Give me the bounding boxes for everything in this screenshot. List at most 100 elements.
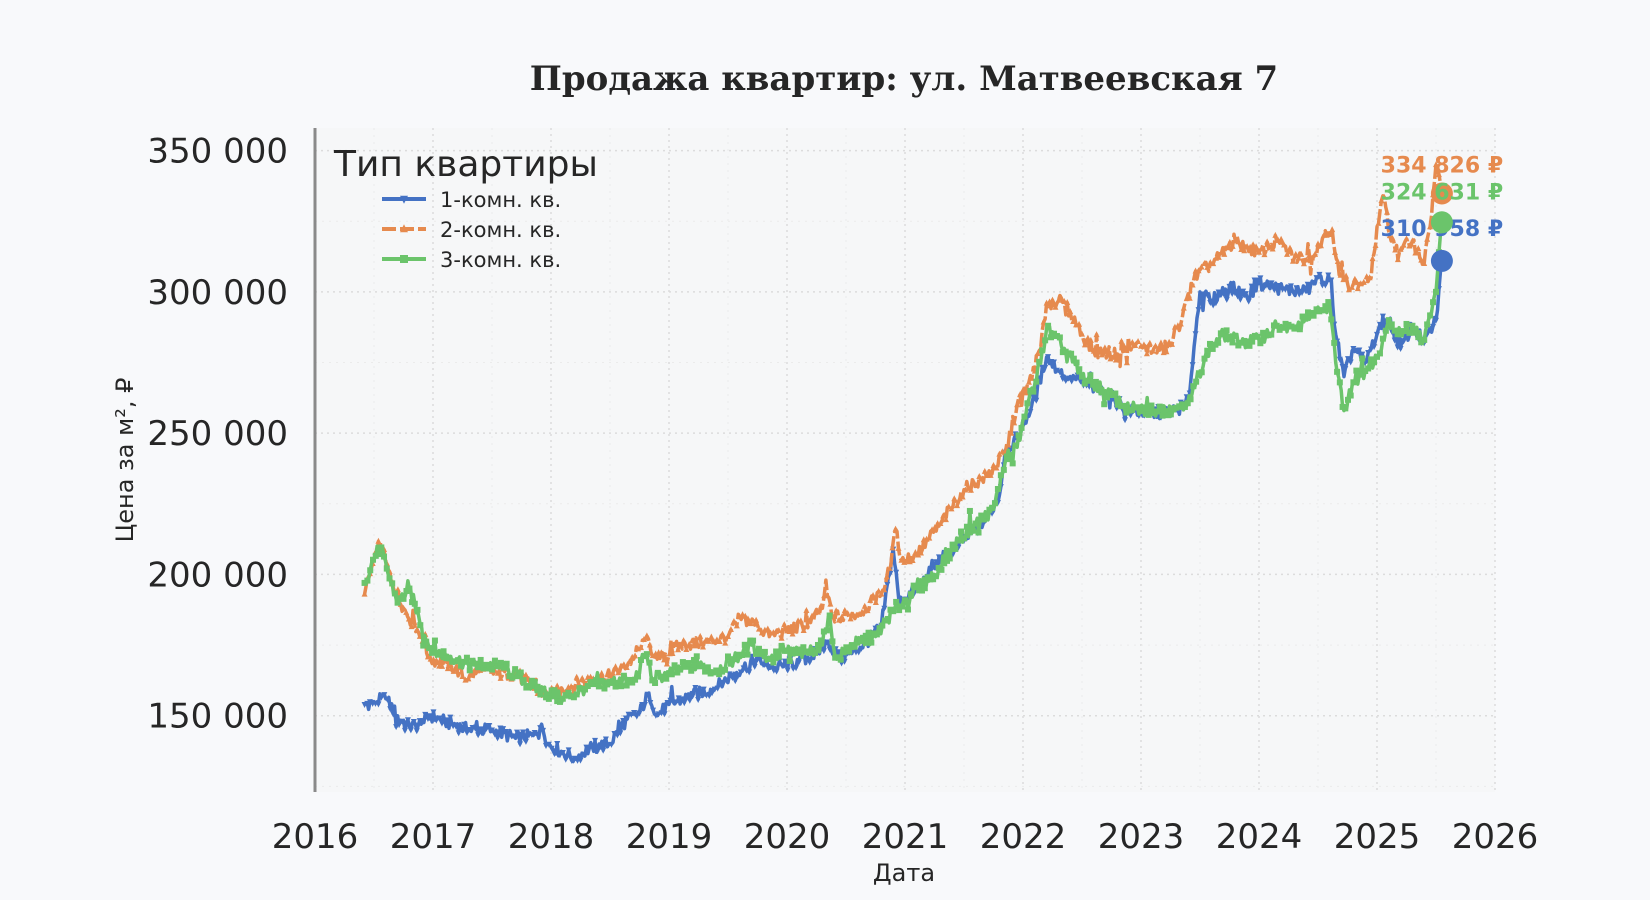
- series-point: [1087, 372, 1094, 379]
- series-point: [956, 495, 963, 502]
- series-point: [1286, 244, 1293, 251]
- series-point: [913, 584, 920, 591]
- series-point: [494, 663, 501, 670]
- series-point: [773, 648, 780, 655]
- series-point: [1146, 339, 1153, 346]
- series-point: [858, 608, 865, 615]
- series-point: [1403, 235, 1410, 242]
- series-point: [387, 706, 394, 713]
- series-point: [937, 519, 944, 526]
- series-point: [1187, 396, 1194, 403]
- series-point: [1261, 251, 1268, 258]
- series-point: [1351, 275, 1358, 282]
- series-point: [933, 559, 940, 566]
- series-point: [755, 645, 762, 652]
- series-point: [1242, 291, 1249, 298]
- series-point: [827, 600, 834, 607]
- series-point: [1273, 322, 1280, 329]
- series-point: [396, 722, 403, 729]
- series-point: [1223, 296, 1230, 303]
- series-point: [1424, 235, 1431, 242]
- series-point: [909, 556, 916, 563]
- series-point: [1135, 338, 1142, 345]
- series-point: [1412, 249, 1419, 256]
- series-point: [1384, 208, 1391, 215]
- series-point: [753, 616, 760, 623]
- series-point: [417, 622, 424, 629]
- x-tick-label: 2025: [1334, 817, 1421, 857]
- series-point: [509, 674, 516, 681]
- series-point: [1301, 285, 1308, 292]
- series-point: [1092, 378, 1099, 385]
- series-point: [812, 649, 819, 656]
- series-point: [915, 551, 922, 558]
- series-point: [378, 544, 385, 551]
- series-point: [972, 520, 979, 527]
- series-point: [364, 577, 371, 584]
- series-point: [865, 629, 872, 636]
- series-point: [694, 642, 701, 649]
- series-point: [966, 507, 973, 514]
- series-point: [433, 656, 440, 663]
- series-point: [800, 627, 807, 634]
- series-point: [1372, 241, 1379, 248]
- series-point: [758, 629, 765, 636]
- series-point: [1077, 378, 1084, 385]
- series-point: [1316, 271, 1323, 278]
- series-point: [1306, 251, 1313, 258]
- series-point: [1325, 299, 1332, 306]
- series-point: [1295, 254, 1302, 261]
- y-tick-label: 150 000: [147, 697, 288, 737]
- series-point: [557, 698, 564, 705]
- series-point: [1229, 339, 1236, 346]
- series-point: [444, 717, 451, 724]
- series-point: [739, 651, 746, 658]
- series-point: [370, 556, 377, 563]
- series-point: [1376, 350, 1383, 357]
- series-point: [573, 673, 580, 680]
- series-point: [1336, 379, 1343, 386]
- series-point: [637, 644, 644, 651]
- series-point: [1343, 272, 1350, 279]
- series-point: [577, 757, 584, 764]
- series-point: [1424, 321, 1431, 328]
- series-point: [430, 709, 437, 716]
- series-point: [1409, 322, 1416, 329]
- series-point: [617, 730, 624, 737]
- series-point: [1264, 238, 1271, 245]
- series-point: [472, 660, 479, 667]
- x-tick-label: 2016: [272, 817, 359, 857]
- series-point: [1302, 315, 1309, 322]
- series-point: [744, 615, 751, 622]
- series-point: [414, 606, 421, 613]
- end-marker: [1430, 249, 1453, 272]
- series-point: [537, 691, 544, 698]
- series-point: [990, 462, 997, 469]
- series-point: [517, 669, 524, 676]
- series-point: [879, 622, 886, 629]
- series-point: [962, 486, 969, 493]
- series-point: [873, 631, 880, 638]
- series-point: [440, 648, 447, 655]
- series-point: [692, 685, 699, 692]
- series-point: [1312, 250, 1319, 257]
- series-point: [1112, 390, 1119, 397]
- series-point: [568, 683, 575, 690]
- series-point: [675, 646, 682, 653]
- series-point: [399, 718, 406, 725]
- series-point: [1167, 411, 1174, 418]
- x-tick-label: 2020: [744, 817, 831, 857]
- series-point: [1276, 283, 1283, 290]
- series-point: [612, 683, 619, 690]
- series-point: [1406, 242, 1413, 249]
- series-point: [733, 655, 740, 662]
- legend-label: 2-комн. кв.: [440, 218, 561, 242]
- series-point: [1427, 223, 1434, 230]
- series-point: [697, 632, 704, 639]
- series-point: [778, 642, 785, 649]
- series-point: [594, 748, 601, 755]
- series-point: [477, 656, 484, 663]
- series-point: [1195, 267, 1202, 274]
- series-point: [1278, 235, 1285, 242]
- series-point: [502, 729, 509, 736]
